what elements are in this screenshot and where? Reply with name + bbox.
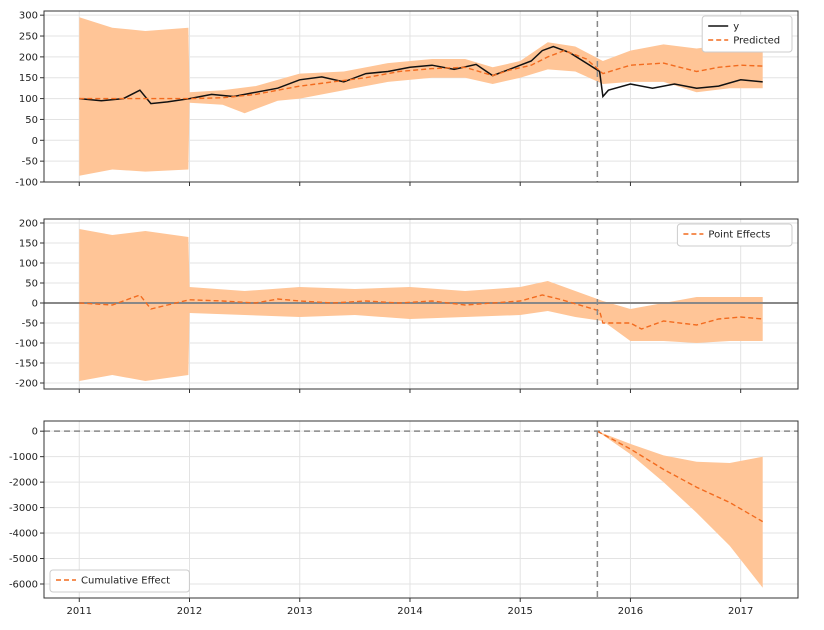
y-tick-label: 200 <box>19 219 38 230</box>
y-tick-label: -1000 <box>9 452 38 463</box>
y-tick-label: 300 <box>19 11 38 22</box>
y-tick-label: -50 <box>22 319 38 330</box>
legend: y Predicted <box>701 15 793 53</box>
legend-label: Predicted <box>733 36 780 47</box>
y-tick-label: 0 <box>32 299 38 310</box>
panel-pointwise: -200 -150 -100 -50 0 50 100 150 200 Point Effects <box>15 218 799 393</box>
legend: Cumulative Effect <box>49 569 190 593</box>
legend-label: Cumulative Effect <box>81 576 170 587</box>
legend-box <box>49 569 190 593</box>
confidence-band <box>79 229 763 381</box>
x-tick-label: 2012 <box>177 606 202 617</box>
y-tick-label: -4000 <box>9 529 38 540</box>
plot-frame <box>43 10 799 183</box>
x-tick-label: 2014 <box>397 606 422 617</box>
x-tick-label: 2011 <box>67 606 92 617</box>
series-line-predicted <box>79 49 763 100</box>
y-tick-label: 250 <box>19 32 38 43</box>
y-tick-label: -100 <box>15 178 38 189</box>
y-tick-label: -100 <box>15 339 38 350</box>
plot-frame <box>43 218 799 390</box>
y-tick-label: 50 <box>25 115 38 126</box>
x-tick-label: 2017 <box>728 606 753 617</box>
legend-label: Point Effects <box>708 230 770 241</box>
confidence-band <box>597 431 763 588</box>
plot-frame <box>43 420 799 599</box>
y-tick-label: 150 <box>19 239 38 250</box>
panel-original: -100 -50 0 50 100 150 200 250 300 y Predicted <box>15 10 799 189</box>
legend-box <box>676 223 793 247</box>
y-tick-label: -2000 <box>9 478 38 489</box>
series-line-point-effects <box>79 294 763 330</box>
y-tick-label: -150 <box>15 359 38 370</box>
legend: Point Effects <box>676 223 793 247</box>
y-tick-label: 200 <box>19 52 38 63</box>
y-tick-label: 100 <box>19 94 38 105</box>
series-line-y <box>79 45 763 105</box>
y-tick-label: 0 <box>32 136 38 147</box>
series-line-cumulative-effect <box>597 430 764 523</box>
y-tick-label: -3000 <box>9 503 38 514</box>
x-tick-label: 2013 <box>287 606 312 617</box>
y-tick-label: -200 <box>15 379 38 390</box>
y-tick-label: -5000 <box>9 554 38 565</box>
y-tick-label: 0 <box>32 427 38 438</box>
panel-cumulative: -6000 -5000 -4000 -3000 -2000 -1000 0 2011 2012 2… <box>9 420 799 617</box>
x-tick-label: 2016 <box>618 606 643 617</box>
y-tick-label: -6000 <box>9 579 38 590</box>
y-tick-label: 50 <box>25 279 38 290</box>
legend-label: y <box>733 22 739 33</box>
y-tick-label: 100 <box>19 259 38 270</box>
legend-box <box>701 15 793 53</box>
y-tick-label: -50 <box>22 157 38 168</box>
y-tick-label: 150 <box>19 73 38 84</box>
confidence-band <box>79 17 763 176</box>
x-tick-label: 2015 <box>507 606 532 617</box>
